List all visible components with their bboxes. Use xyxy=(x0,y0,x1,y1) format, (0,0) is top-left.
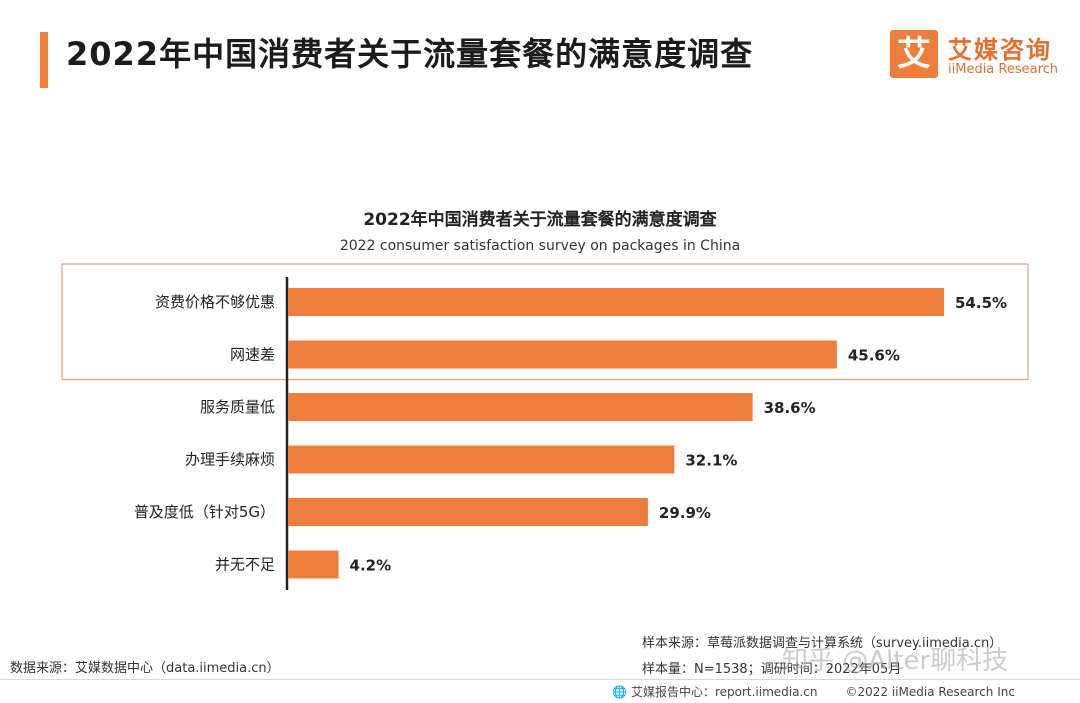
title-accent-bar xyxy=(40,32,48,88)
copyright: ©2022 iiMedia Research Inc xyxy=(845,685,1015,699)
category-label-4: 办理手续麻烦 xyxy=(185,451,275,469)
bar-5 xyxy=(288,498,648,526)
chart-title: 2022年中国消费者关于流量套餐的满意度调查 xyxy=(363,210,717,230)
footer-divider xyxy=(0,679,1080,680)
globe-icon: 🌐 xyxy=(612,685,627,699)
chart-subtitle: 2022 consumer satisfaction survey on pac… xyxy=(339,238,741,254)
category-label-1: 资费价格不够优惠 xyxy=(155,293,275,311)
category-label-2: 网速差 xyxy=(230,346,275,364)
footer-bar: 🌐 艾媒报告中心：report.iimedia.cn ©2022 iiMedia R… xyxy=(612,683,1015,700)
iimedia-logo: 艾 艾媒咨询 iiMedia Research xyxy=(890,30,1065,82)
category-label-6: 并无不足 xyxy=(215,556,275,574)
bar-2 xyxy=(288,340,837,369)
bar-chart: 资费价格不够优惠 54.5% 网速差 45.6% 服务质量低 38.6% 办理手续麻烦 32.… xyxy=(61,263,1029,590)
value-label-4: 32.1% xyxy=(685,452,737,470)
value-label-2: 45.6% xyxy=(848,347,900,365)
bar-4 xyxy=(288,445,675,474)
value-label-1: 54.5% xyxy=(955,294,1007,312)
sample-size-note: 样本量：N=1538；调研时间：2022年05月 xyxy=(642,662,902,677)
category-label-3: 服务质量低 xyxy=(200,398,275,416)
logo-chinese-name: 艾媒咨询 xyxy=(948,36,1052,64)
report-center-link[interactable]: 艾媒报告中心：report.iimedia.cn xyxy=(630,685,818,699)
category-label-5: 普及度低（针对5G） xyxy=(134,503,275,521)
watermark: 知乎 @Alter聊科技 xyxy=(782,646,1009,676)
value-label-3: 38.6% xyxy=(764,399,816,417)
logo-mark: 艾 xyxy=(890,30,938,78)
page-title: 2022年中国消费者关于流量套餐的满意度调查 xyxy=(66,35,754,73)
logo-english-name: iiMedia Research xyxy=(948,62,1059,77)
bar-6 xyxy=(288,550,339,579)
value-label-5: 29.9% xyxy=(659,504,711,522)
bar-3 xyxy=(288,393,753,421)
highlight-box xyxy=(61,263,1029,381)
bar-1 xyxy=(288,288,944,316)
sample-source-note: 样本来源：草莓派数据调查与计算系统（survey.iimedia.cn） xyxy=(642,636,1003,651)
value-label-6: 4.2% xyxy=(350,557,392,575)
data-source-note: 数据来源：艾媒数据中心（data.iimedia.cn） xyxy=(10,661,280,676)
